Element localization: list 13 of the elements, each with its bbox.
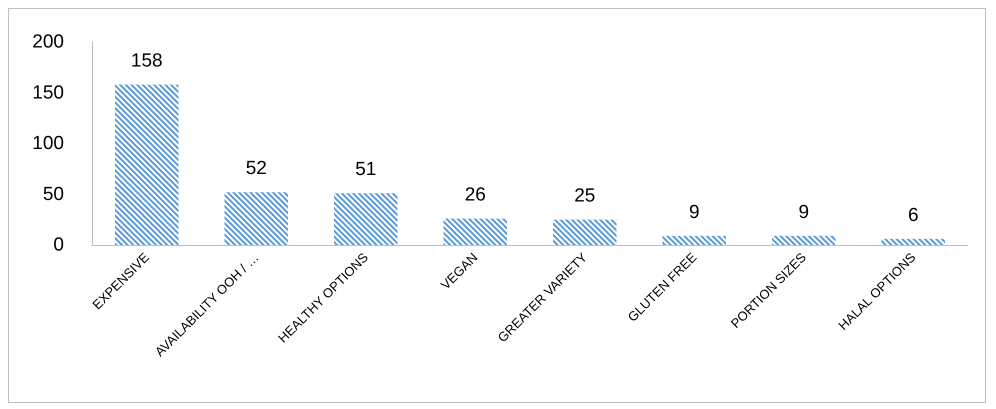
- y-tick-label: 100: [32, 133, 64, 154]
- data-label: 52: [246, 158, 267, 180]
- y-tick-label: 150: [32, 82, 64, 104]
- y-tick-label: 0: [53, 234, 64, 256]
- data-label: 26: [464, 184, 486, 206]
- y-tick-label: 50: [42, 184, 64, 205]
- data-label: 9: [688, 202, 700, 223]
- data-label: 6: [908, 204, 919, 226]
- data-label: 25: [574, 186, 596, 207]
- data-label: 158: [130, 50, 163, 72]
- data-label: 9: [798, 202, 810, 223]
- data-label: 51: [355, 159, 376, 180]
- y-tick-label: 200: [32, 32, 64, 52]
